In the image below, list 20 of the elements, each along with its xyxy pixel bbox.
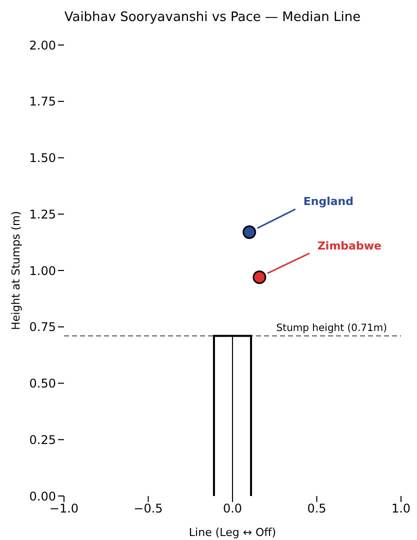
x-tick-label: 1.0 <box>391 502 411 516</box>
y-tick-label: 1.00 <box>29 264 56 278</box>
y-tick-label: 2.00 <box>29 38 56 52</box>
text: Zimbabwe <box>317 239 382 252</box>
y-tick-label: 1.50 <box>29 151 56 166</box>
y-tick-label: 0.00 <box>29 489 56 504</box>
ref-line-label: Stump height (0.71m) <box>276 322 388 334</box>
y-tick-label: 0.50 <box>29 376 56 391</box>
x-tick-label: −0.5 <box>134 502 163 516</box>
y-tick-label: 1.25 <box>29 207 56 222</box>
x-tick-label: −1.0 <box>49 502 79 516</box>
x-tick-label: 0.5 <box>307 502 326 516</box>
y-tick-label: 1.75 <box>29 94 56 109</box>
text: England <box>303 195 354 208</box>
x-axis-title: Line (Leg ↔ Off) <box>188 526 276 539</box>
x-tick-label: 0.0 <box>222 502 242 516</box>
chart-title: Vaibhav Sooryavanshi vs Pace — Median Line <box>63 10 362 25</box>
y-tick-label: 0.25 <box>29 432 56 447</box>
y-tick-label: 0.75 <box>29 320 56 334</box>
y-axis-title: Height at Stumps (m) <box>10 211 22 330</box>
